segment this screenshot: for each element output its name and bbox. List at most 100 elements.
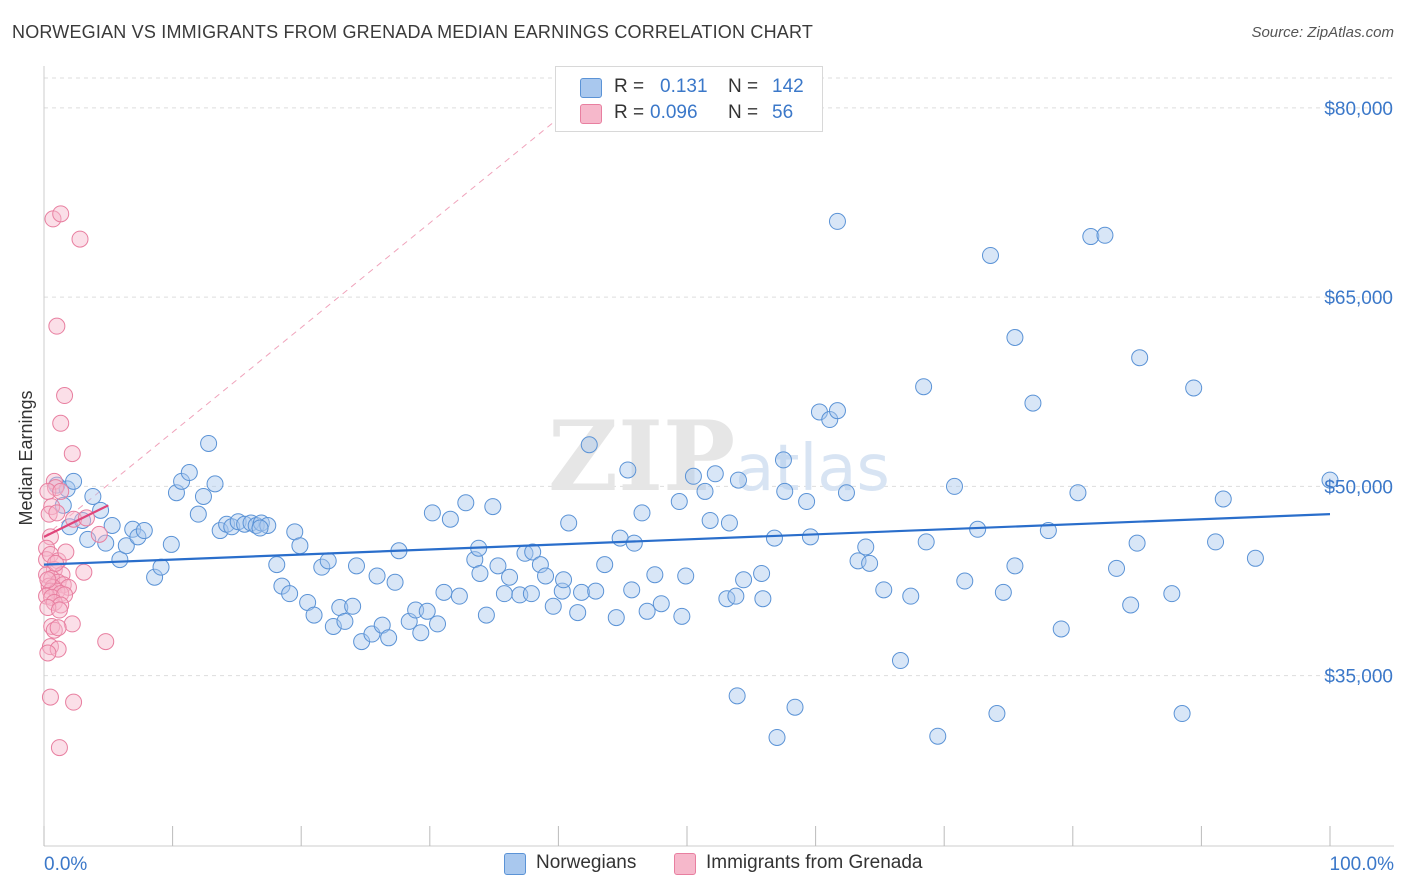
point-norwegian: [902, 587, 920, 605]
trend-extension-grenada: [43, 107, 572, 538]
point-norwegian: [706, 465, 724, 483]
point-norwegian: [84, 487, 102, 505]
legend-swatch-pink: [674, 853, 696, 875]
point-norwegian: [291, 537, 309, 555]
point-norwegian: [917, 533, 935, 551]
point-norwegian: [336, 612, 354, 630]
point-norwegian: [915, 378, 933, 396]
point-norwegian: [457, 494, 475, 512]
point-norwegian: [569, 604, 587, 622]
point-norwegian: [891, 652, 909, 670]
legend-swatch-blue: [504, 853, 526, 875]
point-norwegian: [611, 529, 629, 547]
point-norwegian: [670, 493, 688, 511]
point-norwegian: [111, 551, 129, 569]
point-norwegian: [623, 581, 641, 599]
point-norwegian: [129, 528, 147, 546]
point-grenada: [39, 644, 57, 662]
point-norwegian: [167, 484, 185, 502]
point-norwegian: [1173, 705, 1191, 723]
point-norwegian: [251, 519, 269, 537]
point-norwegian: [65, 472, 83, 490]
point-norwegian: [501, 568, 519, 586]
point-grenada: [49, 619, 67, 637]
point-norwegian: [828, 212, 846, 230]
point-grenada: [50, 739, 68, 757]
point-grenada: [52, 414, 70, 432]
point-norwegian: [701, 511, 719, 529]
point-norwegian: [418, 602, 436, 620]
point-norwegian: [450, 587, 468, 605]
point-norwegian: [313, 558, 331, 576]
point-grenada: [65, 693, 83, 711]
point-norwegian: [988, 705, 1006, 723]
point-norwegian: [587, 582, 605, 600]
point-norwegian: [180, 464, 198, 482]
point-norwegian: [162, 535, 180, 553]
point-norwegian: [861, 554, 879, 572]
y-tick-label: $50,000: [1324, 477, 1393, 498]
point-norwegian: [728, 687, 746, 705]
point-norwegian: [117, 537, 135, 555]
point-grenada: [63, 615, 81, 633]
point-norwegian: [435, 583, 453, 601]
legend-r-value: 0.131: [660, 76, 708, 97]
y-tick-labels: $35,000 $50,000 $65,000 $80,000: [1324, 99, 1393, 688]
point-norwegian: [1131, 349, 1149, 367]
legend: R = 0.131 N = 142 R = 0.096 N = 56: [555, 66, 823, 132]
point-norwegian: [735, 571, 753, 589]
point-norwegian: [152, 558, 170, 576]
point-norwegian: [994, 583, 1012, 601]
point-grenada: [52, 482, 70, 500]
trend-extension: [43, 107, 572, 538]
point-norwegian: [774, 451, 792, 469]
point-norwegian: [596, 556, 614, 574]
point-grenada: [75, 563, 93, 581]
watermark-atlas: atlas: [735, 432, 890, 506]
point-norwegian: [633, 504, 651, 522]
point-norwegian: [347, 557, 365, 575]
point-norwegian: [103, 517, 121, 535]
point-norwegian: [1006, 328, 1024, 346]
axes: [43, 66, 1394, 847]
point-norwegian: [1006, 557, 1024, 575]
point-norwegian: [754, 590, 772, 608]
point-norwegian: [646, 566, 664, 584]
point-grenada: [71, 230, 89, 248]
point-grenada: [50, 601, 68, 619]
point-grenada: [41, 688, 59, 706]
point-norwegian: [189, 505, 207, 523]
watermark: ZIPatlas: [548, 400, 890, 513]
legend-swatch-pink: [580, 104, 602, 124]
point-norwegian: [786, 698, 804, 716]
point-grenada: [48, 504, 66, 522]
point-norwegian: [573, 583, 591, 601]
point-grenada: [63, 445, 81, 463]
point-norwegian: [386, 573, 404, 591]
point-norwegian: [194, 487, 212, 505]
x-tick-label-max: 100.0%: [1330, 854, 1395, 875]
point-norwegian: [1096, 226, 1114, 244]
point-grenada: [52, 205, 70, 223]
point-norwegian: [471, 564, 489, 582]
legend-n-label: N =: [728, 76, 759, 97]
point-norwegian: [380, 629, 398, 647]
point-norwegian: [206, 475, 224, 493]
point-norwegian: [857, 538, 875, 556]
legend-swatch-blue: [580, 78, 602, 98]
legend-n-label: N =: [728, 102, 759, 123]
point-grenada: [39, 571, 57, 589]
point-norwegian: [1163, 585, 1181, 603]
point-grenada: [56, 387, 74, 405]
point-norwegian: [1185, 379, 1203, 397]
point-norwegian: [281, 585, 299, 603]
point-norwegian: [1108, 559, 1126, 577]
point-norwegian: [956, 572, 974, 590]
point-grenada: [90, 525, 108, 543]
point-norwegian: [429, 615, 447, 633]
watermark-zip: ZIP: [548, 400, 735, 513]
point-norwegian: [305, 606, 323, 624]
point-norwegian: [97, 534, 115, 552]
point-norwegian: [776, 482, 794, 500]
point-norwegian: [729, 471, 747, 489]
